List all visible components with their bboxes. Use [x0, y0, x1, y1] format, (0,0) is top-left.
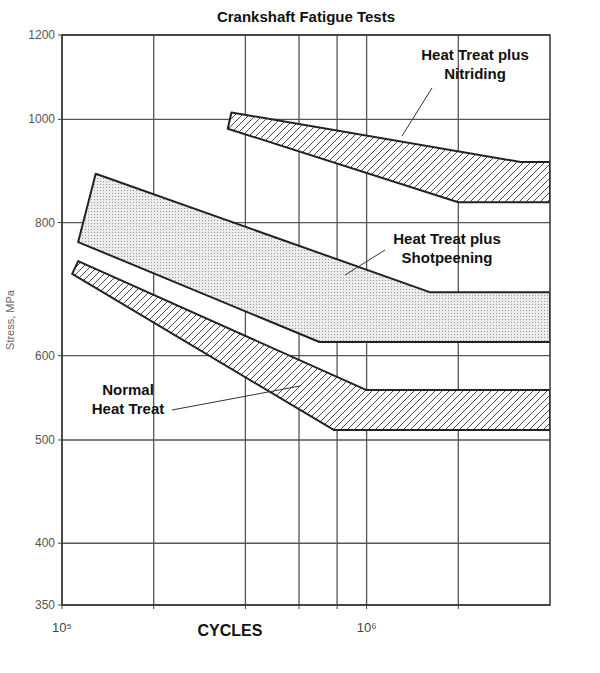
grid	[62, 35, 550, 605]
band-label-line: Normal	[102, 381, 154, 398]
y-grid-line	[62, 439, 550, 440]
band-label: Heat Treat plus Shotpeening	[393, 230, 501, 266]
y-grid-line	[62, 119, 550, 120]
band-label-line: Shotpeening	[402, 249, 493, 266]
x-tick-label: 10⁶	[357, 620, 377, 635]
y-axis-label: Stress, MPa	[4, 289, 16, 350]
band-label: Heat Treat plus Nitriding	[421, 46, 529, 82]
band-label-line: Heat Treat plus	[421, 46, 529, 63]
y-tick-label: 1200	[28, 28, 55, 42]
y-grid-line	[62, 543, 550, 544]
fatigue-band	[72, 261, 550, 430]
band-label-line: Heat Treat	[92, 400, 165, 417]
band-label-line: Nitriding	[444, 65, 506, 82]
band-label: Normal Heat Treat	[92, 381, 165, 417]
x-tick-label: 10⁵	[52, 620, 72, 635]
data-group	[72, 112, 550, 429]
fatigue-band	[228, 112, 550, 202]
leader-line	[345, 250, 385, 275]
plot-frame	[62, 35, 550, 605]
background	[0, 0, 600, 673]
band-label-line: Heat Treat plus	[393, 230, 501, 247]
y-tick-label: 500	[35, 433, 55, 447]
y-tick-label: 350	[35, 598, 55, 612]
title: Crankshaft Fatigue Tests	[217, 8, 395, 25]
y-tick-label: 400	[35, 536, 55, 550]
chart: Crankshaft Fatigue Tests 350 400 500 600 800 1…	[0, 0, 600, 673]
y-tick-label: 800	[35, 216, 55, 230]
leader-line	[172, 386, 300, 410]
y-tick-label: 1000	[28, 112, 55, 126]
leader-line	[402, 88, 432, 136]
y-tick-label: 600	[35, 349, 55, 363]
x-axis-label: CYCLES	[198, 622, 263, 639]
y-grid-line	[62, 355, 550, 356]
